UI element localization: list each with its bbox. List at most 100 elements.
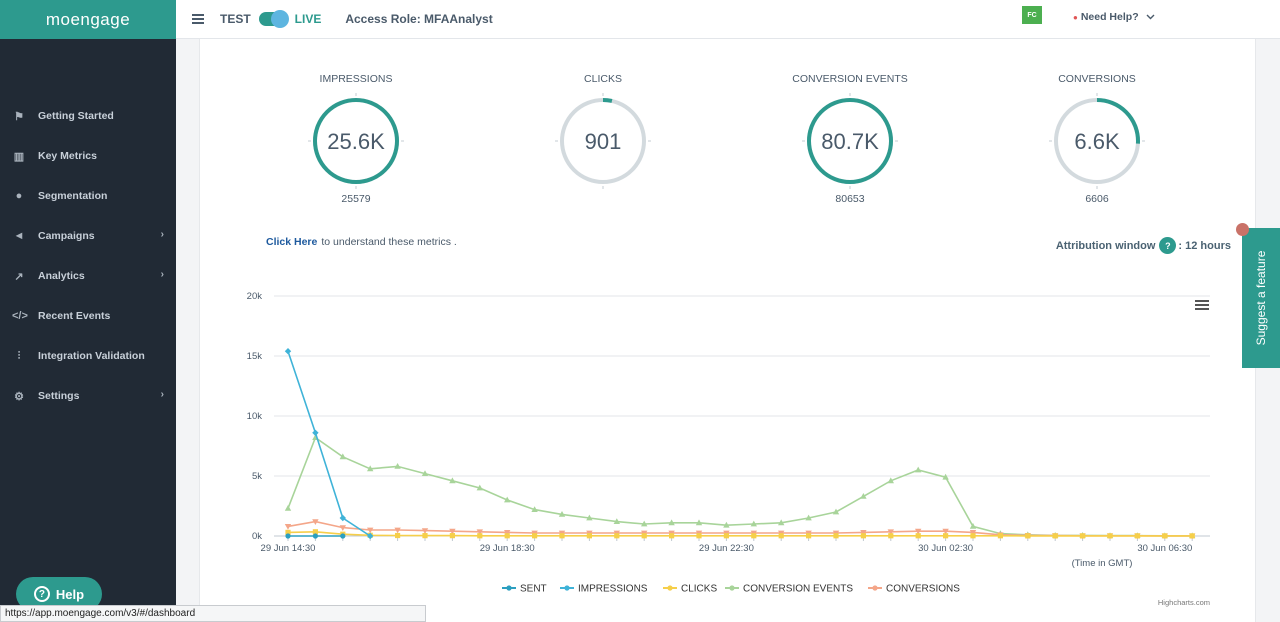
sidebar-item-getting-started[interactable]: ⚑ Getting Started bbox=[0, 96, 176, 136]
data-point[interactable] bbox=[504, 533, 510, 539]
legend-item-conversion-events[interactable]: CONVERSION EVENTS bbox=[725, 584, 853, 595]
chart-credit[interactable]: Highcharts.com bbox=[1158, 598, 1210, 607]
data-point[interactable] bbox=[285, 533, 291, 539]
legend-item-conversions[interactable]: CONVERSIONS bbox=[868, 584, 960, 595]
data-point[interactable] bbox=[778, 519, 785, 526]
data-point[interactable] bbox=[1025, 533, 1031, 539]
data-point[interactable] bbox=[312, 429, 319, 436]
sidebar-item-integration-validation[interactable]: ⫶ Integration Validation bbox=[0, 336, 176, 376]
data-point[interactable] bbox=[284, 348, 292, 355]
data-point[interactable] bbox=[778, 533, 784, 539]
data-point[interactable] bbox=[1134, 533, 1140, 539]
data-point[interactable] bbox=[888, 533, 894, 539]
data-point[interactable] bbox=[887, 529, 894, 536]
data-point[interactable] bbox=[695, 519, 703, 526]
data-point[interactable] bbox=[367, 527, 374, 534]
data-point[interactable] bbox=[860, 530, 867, 536]
data-point[interactable] bbox=[367, 532, 374, 540]
hamburger-menu-icon[interactable] bbox=[192, 12, 204, 26]
data-point[interactable] bbox=[723, 521, 730, 528]
data-point[interactable] bbox=[394, 527, 401, 534]
data-point[interactable] bbox=[476, 484, 483, 491]
avatar[interactable]: FC bbox=[1022, 6, 1042, 24]
data-point[interactable] bbox=[696, 533, 702, 539]
data-point[interactable] bbox=[284, 524, 292, 530]
legend-item-clicks[interactable]: CLICKS bbox=[663, 584, 717, 595]
data-point[interactable] bbox=[750, 520, 757, 527]
data-point[interactable] bbox=[449, 533, 455, 539]
data-point[interactable] bbox=[942, 528, 949, 535]
sidebar-item-analytics[interactable]: ↗ Analytics › bbox=[0, 256, 176, 296]
suggest-feature-tab[interactable]: Suggest a feature bbox=[1242, 228, 1280, 368]
data-point[interactable] bbox=[969, 530, 977, 536]
test-live-toggle[interactable] bbox=[258, 10, 289, 28]
data-point[interactable] bbox=[614, 533, 620, 539]
data-point[interactable] bbox=[613, 518, 620, 524]
sidebar-item-recent-events[interactable]: </> Recent Events bbox=[0, 296, 176, 336]
data-point[interactable] bbox=[641, 520, 648, 527]
data-point[interactable] bbox=[969, 523, 977, 529]
data-point[interactable] bbox=[942, 473, 949, 480]
data-point[interactable] bbox=[668, 519, 675, 526]
data-point[interactable] bbox=[559, 533, 565, 539]
data-point[interactable] bbox=[421, 470, 429, 476]
data-point[interactable] bbox=[805, 514, 812, 521]
data-point[interactable] bbox=[312, 519, 319, 525]
data-point[interactable] bbox=[915, 528, 922, 535]
legend-item-sent[interactable]: SENT bbox=[502, 584, 547, 595]
data-point[interactable] bbox=[532, 533, 538, 539]
data-point[interactable] bbox=[860, 533, 866, 539]
data-point[interactable] bbox=[1080, 533, 1086, 539]
data-point[interactable] bbox=[970, 533, 976, 539]
data-point[interactable] bbox=[312, 529, 318, 535]
data-point[interactable] bbox=[887, 477, 894, 484]
data-point[interactable] bbox=[394, 463, 401, 469]
data-point[interactable] bbox=[833, 533, 839, 539]
data-point[interactable] bbox=[669, 533, 675, 539]
chart-menu-icon[interactable] bbox=[1195, 300, 1209, 310]
data-point[interactable] bbox=[285, 529, 291, 535]
data-point[interactable] bbox=[1189, 533, 1195, 539]
legend-item-impressions[interactable]: IMPRESSIONS bbox=[560, 584, 648, 595]
data-point[interactable] bbox=[504, 496, 511, 503]
data-point[interactable] bbox=[751, 533, 757, 539]
data-point[interactable] bbox=[395, 532, 401, 539]
data-point[interactable] bbox=[586, 514, 593, 521]
data-point[interactable] bbox=[832, 508, 840, 515]
data-point[interactable] bbox=[915, 533, 921, 539]
data-point[interactable] bbox=[340, 533, 346, 539]
data-point[interactable] bbox=[1107, 533, 1113, 539]
data-point[interactable] bbox=[504, 530, 511, 536]
data-point[interactable] bbox=[1162, 533, 1168, 539]
data-point[interactable] bbox=[558, 511, 566, 517]
sidebar-item-segmentation[interactable]: ● Segmentation bbox=[0, 176, 176, 216]
data-point[interactable] bbox=[312, 533, 318, 539]
data-point[interactable] bbox=[806, 533, 812, 539]
data-point[interactable] bbox=[723, 533, 729, 539]
sidebar-item-key-metrics[interactable]: ▥ Key Metrics bbox=[0, 136, 176, 176]
data-point[interactable] bbox=[339, 525, 346, 531]
data-point[interactable] bbox=[531, 506, 538, 512]
data-point[interactable] bbox=[449, 528, 456, 535]
data-point[interactable] bbox=[422, 533, 428, 539]
question-icon[interactable]: ? bbox=[1159, 237, 1177, 254]
data-point[interactable] bbox=[915, 466, 922, 473]
data-point[interactable] bbox=[477, 533, 483, 539]
data-point[interactable] bbox=[421, 528, 429, 534]
need-help-dropdown[interactable]: ● Need Help? bbox=[1073, 11, 1155, 23]
data-point[interactable] bbox=[641, 533, 647, 539]
data-point[interactable] bbox=[476, 529, 483, 536]
data-point[interactable] bbox=[943, 533, 949, 539]
data-point[interactable] bbox=[1052, 533, 1058, 539]
sidebar-item-campaigns[interactable]: ◄ Campaigns › bbox=[0, 216, 176, 256]
data-point[interactable] bbox=[586, 533, 592, 539]
logo-bar[interactable]: moengage bbox=[0, 0, 176, 39]
sidebar-item-settings[interactable]: ⚙ Settings › bbox=[0, 376, 176, 416]
data-point[interactable] bbox=[339, 514, 346, 522]
data-point[interactable] bbox=[339, 453, 346, 460]
data-point[interactable] bbox=[860, 493, 867, 499]
data-point[interactable] bbox=[997, 533, 1003, 539]
data-point[interactable] bbox=[367, 465, 374, 472]
moengage-logo[interactable]: moengage bbox=[45, 9, 131, 29]
data-point[interactable] bbox=[284, 505, 292, 511]
